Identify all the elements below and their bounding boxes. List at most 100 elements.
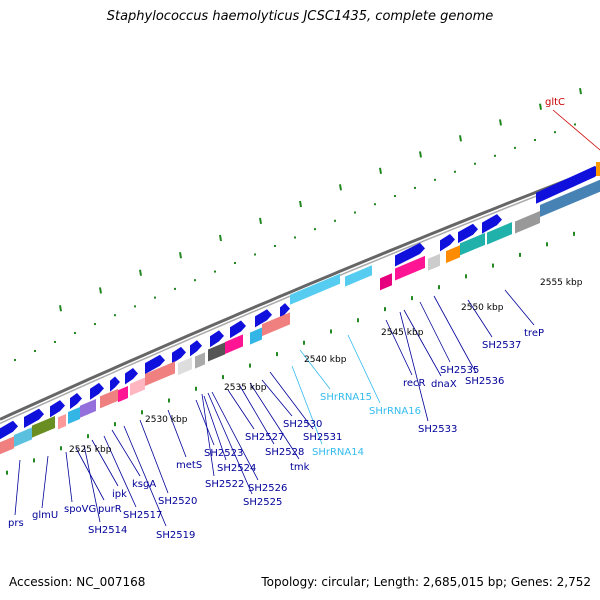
gene-label-purR: purR	[98, 504, 122, 515]
gene-label-SH2514: SH2514	[88, 525, 127, 536]
gene-label-prs: prs	[8, 518, 24, 529]
gc-dot	[34, 349, 36, 352]
gene-block	[130, 377, 145, 396]
gene-label-glmU: glmU	[32, 510, 58, 521]
gene-arrow	[280, 303, 290, 319]
gene-arrow	[210, 330, 224, 348]
inner-dot	[519, 252, 521, 257]
inner-dot	[330, 329, 332, 334]
gene-arrow	[125, 368, 138, 385]
gene-label-SHrRNA16: SHrRNA16	[369, 406, 421, 417]
gene-block	[118, 386, 128, 403]
gene-block	[380, 273, 392, 291]
tick-mark	[99, 287, 102, 294]
leader-line	[41, 455, 49, 509]
gc-dot	[14, 359, 16, 362]
leader-line	[467, 299, 493, 338]
gene-block	[262, 312, 290, 337]
accession-label: Accession: NC_007168	[9, 575, 146, 589]
gene-block	[178, 357, 192, 376]
tick-mark	[579, 87, 582, 95]
gene-arrow	[145, 354, 165, 375]
gene-label-SH2533: SH2533	[418, 424, 457, 435]
gene-arrow	[172, 346, 186, 364]
leader-line	[103, 435, 137, 508]
gene-label-SH2535: SH2535	[440, 365, 479, 376]
gene-label-SH2527: SH2527	[245, 432, 284, 443]
leader-line	[399, 311, 429, 422]
gc-dot	[554, 131, 556, 134]
tick-mark	[379, 167, 382, 174]
tick-mark	[299, 200, 302, 208]
leader-line	[347, 334, 381, 404]
inner-dot	[492, 263, 494, 268]
gene-arrow	[230, 320, 246, 339]
gene-block	[14, 427, 32, 447]
gc-dot	[374, 203, 376, 206]
leader-line	[269, 371, 314, 430]
leader-line	[139, 419, 169, 494]
tick-mark	[539, 103, 542, 110]
labels: 2525 kbp 2530 kbp 2535 kbp 2540 kbp 2545…	[8, 97, 583, 541]
tick-track	[6, 87, 582, 475]
rna-arrow	[345, 265, 372, 287]
gene-label-tmk: tmk	[290, 462, 310, 473]
gc-dot	[214, 270, 216, 273]
gc-dot	[474, 162, 476, 165]
leader-line	[433, 295, 477, 374]
page-title: Staphylococcus haemolyticus JCSC1435, co…	[106, 9, 494, 24]
scale-label-2550: 2550 kbp	[461, 303, 504, 313]
gc-dot	[74, 331, 76, 334]
gene-arrow	[24, 408, 44, 428]
gc-dot	[514, 146, 516, 149]
leader-line	[195, 399, 215, 446]
gc-dot	[154, 296, 156, 299]
gene-tracks	[0, 162, 600, 455]
inner-dot	[546, 242, 548, 247]
gene-label-SHrRNA14: SHrRNA14	[312, 447, 364, 458]
leader-line	[403, 309, 442, 377]
genome-summary: Topology: circular; Length: 2,685,015 bp…	[261, 575, 591, 589]
leader-line	[207, 392, 253, 495]
inner-dot	[222, 375, 224, 380]
inner-dot	[303, 340, 305, 345]
gene-label-SH2522: SH2522	[205, 479, 244, 490]
gc-dot	[134, 305, 136, 308]
gc-dot-track	[14, 123, 576, 362]
leader-line	[385, 319, 413, 376]
gene-arrow	[110, 376, 120, 392]
leader-line	[83, 444, 101, 523]
gene-block	[540, 179, 600, 217]
gene-block	[68, 406, 80, 424]
gc-dot	[94, 323, 96, 326]
leader-line	[211, 391, 259, 481]
gc-dot	[174, 287, 176, 290]
gene-block	[80, 399, 96, 418]
gene-block	[225, 334, 243, 354]
scale-label-2555: 2555 kbp	[540, 278, 583, 288]
gene-block	[460, 232, 485, 256]
gc-dot	[314, 228, 316, 231]
inner-dot	[195, 386, 197, 391]
inner-dot	[60, 446, 62, 451]
gene-block	[0, 436, 14, 455]
gene-label-metS: metS	[176, 460, 202, 471]
gene-label-SH2536: SH2536	[465, 376, 504, 387]
scale-label-2540: 2540 kbp	[304, 355, 347, 365]
tick-mark	[219, 234, 222, 242]
gc-dot	[534, 139, 536, 142]
scale-label-2545: 2545 kbp	[381, 328, 424, 338]
leader-line	[123, 425, 167, 527]
gc-dot	[254, 253, 256, 256]
gene-label-SH2519: SH2519	[156, 530, 195, 541]
gene-block	[195, 352, 205, 369]
inner-dot	[465, 274, 467, 279]
leader-line	[227, 389, 255, 430]
tick-mark	[259, 217, 262, 225]
leader-line	[91, 439, 119, 487]
leader-line	[261, 379, 293, 417]
tick-mark	[459, 135, 462, 142]
gene-arrow	[255, 309, 272, 328]
